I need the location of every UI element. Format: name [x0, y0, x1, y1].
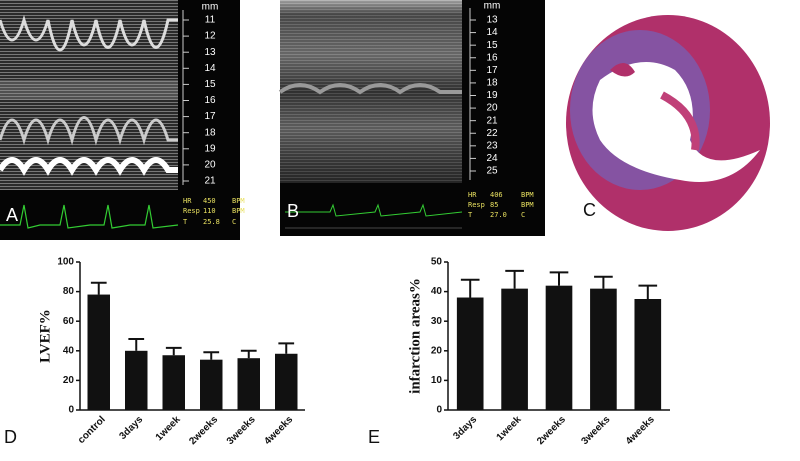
y-tick-label: 100 — [57, 257, 74, 268]
scale-label: 18 — [486, 78, 498, 89]
readout-text: 406 — [490, 191, 503, 199]
unit-label: mm — [202, 2, 219, 13]
readout-text: T — [468, 211, 473, 219]
readout-text: 25.8 — [203, 218, 220, 226]
unit-label: mm — [484, 1, 501, 12]
readout-text: T — [183, 218, 188, 226]
scale-label: 25 — [486, 166, 498, 177]
x-tick-label: 1week — [495, 414, 524, 443]
scale-label: 19 — [204, 143, 216, 154]
y-tick-label: 50 — [431, 257, 443, 268]
x-tick-label: 3days — [117, 414, 145, 442]
y-tick-label: 30 — [431, 316, 443, 327]
scale-label: 19 — [486, 90, 498, 101]
readout-text: 450 — [203, 197, 216, 205]
bar — [237, 358, 260, 410]
scale-label: 22 — [486, 128, 498, 139]
bar — [87, 294, 110, 410]
y-tick-label: 10 — [431, 375, 443, 386]
readout-text: 85 — [490, 201, 498, 209]
scale-label: 24 — [486, 153, 498, 164]
panel-label: B — [287, 201, 299, 221]
x-tick-label: 3days — [451, 414, 479, 442]
readout-text: HR — [183, 197, 192, 205]
readout-text: 110 — [203, 207, 216, 215]
scale-label: 17 — [204, 111, 216, 122]
y-axis-label: infarction areas% — [407, 278, 423, 394]
readout-text: BPM — [521, 191, 534, 199]
x-tick-label: 2weeks — [535, 414, 568, 447]
x-tick-label: 4weeks — [624, 414, 657, 447]
panel-label: C — [583, 200, 596, 220]
x-tick-label: control — [76, 414, 108, 446]
readout-text: C — [521, 211, 525, 219]
scale-label: 17 — [486, 65, 498, 76]
y-tick-label: 20 — [431, 345, 443, 356]
scale-label: 18 — [204, 127, 216, 138]
bar — [162, 355, 185, 410]
scale-label: 14 — [486, 27, 498, 38]
scale-label: 23 — [486, 140, 498, 151]
bar — [275, 353, 298, 410]
readout-text: Resp — [183, 207, 200, 215]
bar — [501, 288, 528, 410]
x-tick-label: 1week — [154, 414, 183, 443]
scale-label: 20 — [204, 160, 216, 171]
y-tick-label: 20 — [63, 375, 75, 386]
scale-label: 21 — [486, 115, 498, 126]
readout-text: BPM — [232, 197, 245, 205]
y-tick-label: 0 — [68, 405, 74, 416]
histology-image — [566, 15, 770, 231]
scale-label: 16 — [486, 52, 498, 63]
readout-text: HR — [468, 191, 477, 199]
echo-image-b — [278, 0, 545, 236]
bar — [545, 285, 573, 410]
readout-text: BPM — [232, 207, 245, 215]
panel-label: E — [368, 427, 380, 447]
x-tick-label: 3weeks — [579, 414, 612, 447]
scale-label: 15 — [204, 79, 216, 90]
scale-label: 15 — [486, 40, 498, 51]
y-tick-label: 60 — [63, 316, 75, 327]
readout-text: 27.0 — [490, 211, 507, 219]
x-tick-label: 3weeks — [225, 414, 258, 447]
bar — [456, 297, 484, 410]
echo-image-a — [0, 0, 240, 240]
scale-label: 11 — [205, 15, 216, 26]
x-tick-label: 2weeks — [187, 414, 220, 447]
scale-label: 21 — [204, 176, 216, 187]
readout-text: BPM — [521, 201, 534, 209]
bar — [634, 299, 662, 410]
scale-label: 14 — [204, 63, 216, 74]
x-tick-label: 4weeks — [262, 414, 295, 447]
bar — [200, 359, 223, 410]
bar — [125, 350, 148, 410]
y-tick-label: 0 — [436, 405, 442, 416]
y-tick-label: 40 — [63, 345, 75, 356]
scale-label: 20 — [486, 103, 498, 114]
readout-text: Resp — [468, 201, 485, 209]
y-tick-label: 80 — [63, 286, 75, 297]
scale-label: 12 — [204, 31, 216, 42]
panel-label: D — [4, 427, 17, 447]
scale-label: 13 — [486, 15, 498, 26]
y-axis-label: LVEF% — [37, 309, 53, 363]
panel-label: A — [6, 205, 18, 225]
bar — [590, 288, 617, 410]
y-tick-label: 40 — [431, 286, 443, 297]
scale-label: 16 — [204, 95, 216, 106]
scale-label: 13 — [204, 47, 216, 58]
readout-text: C — [232, 218, 236, 226]
